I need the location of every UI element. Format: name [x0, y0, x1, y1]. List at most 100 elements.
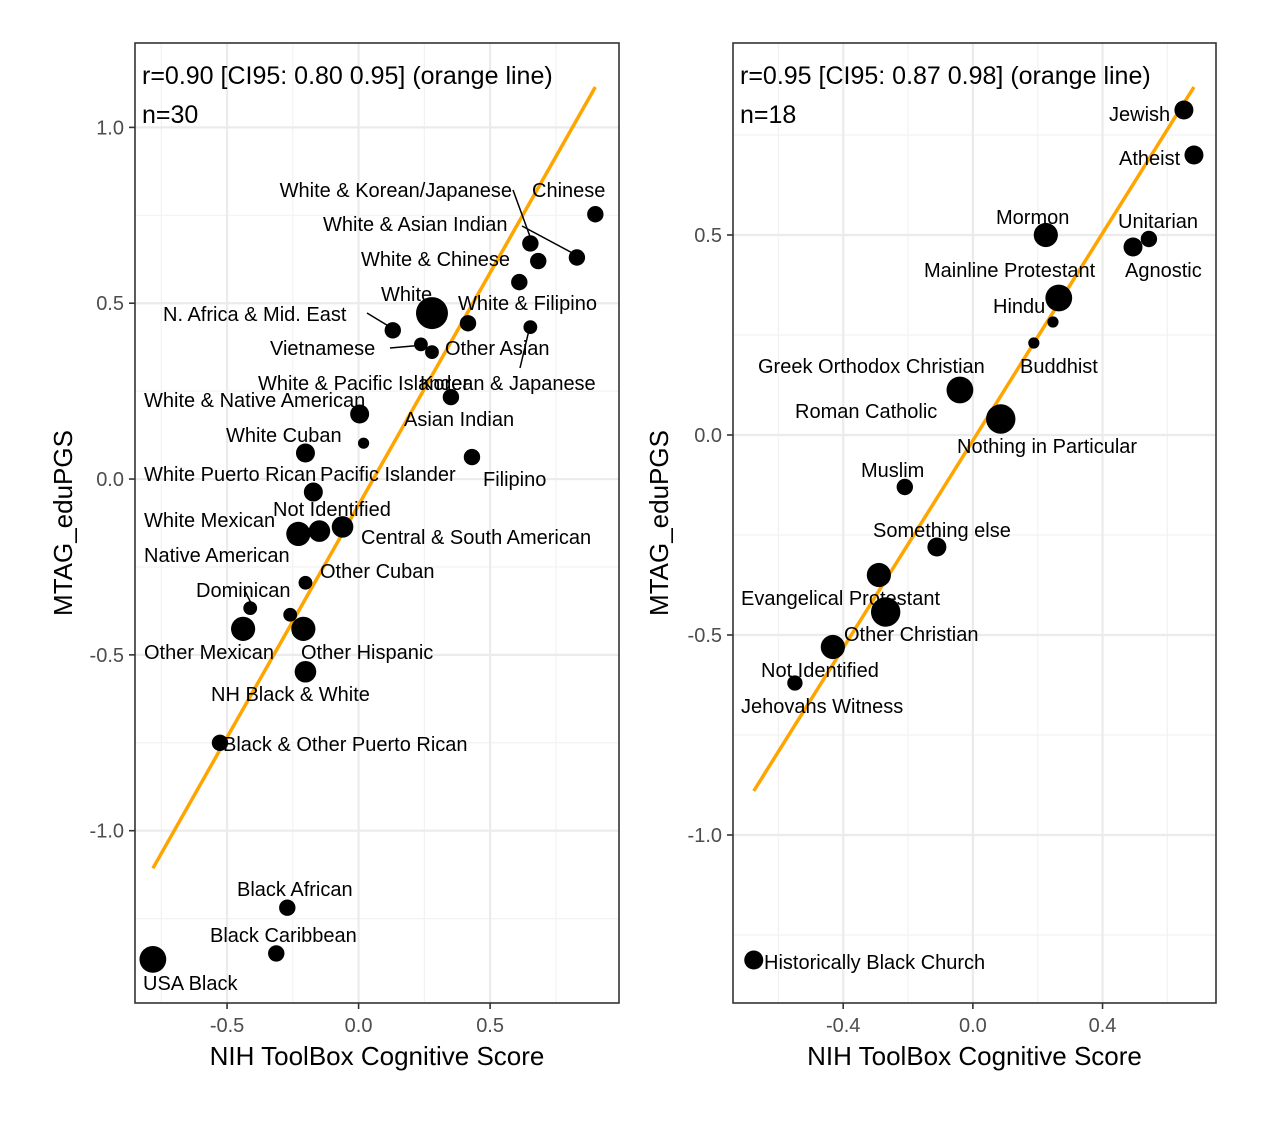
x-axis-title: NIH ToolBox Cognitive Score [210, 1041, 545, 1071]
point-label: White & Chinese [361, 249, 510, 271]
point-label: White Mexican [144, 510, 275, 532]
data-point [986, 404, 1016, 434]
point-label: Other Hispanic [301, 642, 433, 664]
data-point [331, 516, 354, 538]
data-point [1140, 230, 1158, 248]
data-point [1033, 222, 1058, 248]
data-point [463, 448, 481, 466]
correlation-annotation: r=0.90 [CI95: 0.80 0.95] (orange line) [142, 62, 553, 90]
point-label: White Puerto Rican [144, 464, 316, 486]
data-point [511, 273, 528, 291]
label-leader-line [389, 344, 425, 349]
data-point [1047, 316, 1059, 328]
y-tick-label: 0.5 [694, 225, 722, 247]
point-label: Roman Catholic [795, 401, 937, 423]
point-label: White [381, 284, 432, 306]
data-point [298, 575, 313, 590]
data-point [1045, 284, 1073, 312]
point-label: Chinese [532, 180, 605, 202]
y-axis-title: MTAG_eduPGS [48, 430, 78, 616]
data-point [744, 950, 764, 970]
point-label: Other Cuban [320, 561, 435, 583]
point-label: Central & South American [361, 527, 591, 549]
data-point [870, 597, 901, 627]
x-tick-label: 0.0 [959, 1015, 987, 1037]
point-label: Evangelical Protestant [741, 588, 940, 610]
data-point [1184, 145, 1204, 165]
data-point [279, 899, 296, 916]
point-label: Dominican [196, 580, 290, 602]
point-label: White & Native American [144, 390, 365, 412]
x-axis-title: NIH ToolBox Cognitive Score [807, 1041, 1142, 1071]
point-label: Atheist [1119, 148, 1181, 170]
point-label: Vietnamese [270, 338, 375, 360]
label-leader-line [243, 588, 255, 610]
label-leader-line [366, 312, 396, 331]
point-label: N. Africa & Mid. East [163, 304, 347, 326]
x-tick-label: 0.5 [476, 1015, 504, 1037]
label-leader-line [512, 189, 533, 243]
x-tick-label: 0.0 [345, 1015, 373, 1037]
point-label: Mormon [996, 207, 1069, 229]
data-point [414, 337, 428, 352]
data-point [927, 537, 947, 557]
data-point [425, 345, 439, 359]
point-label: Historically Black Church [764, 952, 985, 974]
point-label: Not Identified [273, 499, 391, 521]
label-leader-line [519, 325, 531, 369]
data-point [459, 315, 477, 332]
point-label: Hindu [993, 296, 1045, 318]
point-label: Greek Orthodox Christian [758, 356, 985, 378]
point-label: Jehovahs Witness [741, 696, 903, 718]
n-annotation: n=18 [740, 101, 796, 129]
data-point [1123, 237, 1143, 257]
point-label: Something else [873, 520, 1011, 542]
data-point [946, 376, 974, 404]
point-label: Not Identified [761, 660, 879, 682]
data-point [442, 388, 460, 406]
y-tick-label: -1.0 [688, 825, 722, 847]
correlation-annotation: r=0.95 [CI95: 0.87 0.98] (orange line) [740, 62, 1151, 90]
point-label: Black & Other Puerto Rican [223, 734, 468, 756]
data-point [350, 404, 370, 424]
data-point [1174, 100, 1194, 120]
y-tick-label: 0.0 [96, 469, 124, 491]
point-label: Pacific Islander [320, 464, 456, 486]
data-point [139, 945, 167, 973]
y-tick-label: -0.5 [90, 645, 124, 667]
data-point [308, 520, 331, 542]
data-point [530, 252, 547, 270]
data-point [243, 601, 258, 615]
x-tick-label: -0.4 [826, 1015, 860, 1037]
point-label: Muslim [861, 460, 924, 482]
point-label: White Cuban [226, 425, 342, 447]
plot-background [135, 43, 619, 1003]
point-label: White & Filipino [458, 293, 597, 315]
data-point [357, 437, 370, 449]
data-point [587, 206, 604, 223]
y-tick-label: 1.0 [96, 117, 124, 139]
data-point [283, 607, 298, 622]
point-label: Other Mexican [144, 642, 274, 664]
n-annotation: n=30 [142, 101, 198, 129]
point-label: Unitarian [1118, 211, 1198, 233]
point-label: White & Asian Indian [323, 214, 508, 236]
data-point [268, 945, 285, 962]
point-label: Asian Indian [404, 409, 514, 431]
point-label: White & Pacific Islander [258, 373, 470, 395]
data-point [294, 660, 317, 683]
point-label: Other Asian [445, 338, 550, 360]
data-point [231, 616, 256, 641]
point-label: Nothing in Particular [957, 436, 1137, 458]
point-label: USA Black [143, 973, 238, 995]
panel-border [732, 42, 1217, 1004]
panel-left-race-ethnicity: White & Korean/Japanese Chinese White & As… [48, 42, 620, 1071]
point-label: Jewish [1109, 104, 1170, 126]
point-label: Agnostic [1125, 260, 1202, 282]
point-label: White & Korean/Japanese [280, 180, 512, 202]
y-tick-label: 0.5 [96, 293, 124, 315]
data-point [866, 562, 891, 588]
point-label: Other Christian [844, 624, 979, 646]
plot-background [733, 43, 1216, 1003]
point-label: Buddhist [1020, 356, 1098, 378]
